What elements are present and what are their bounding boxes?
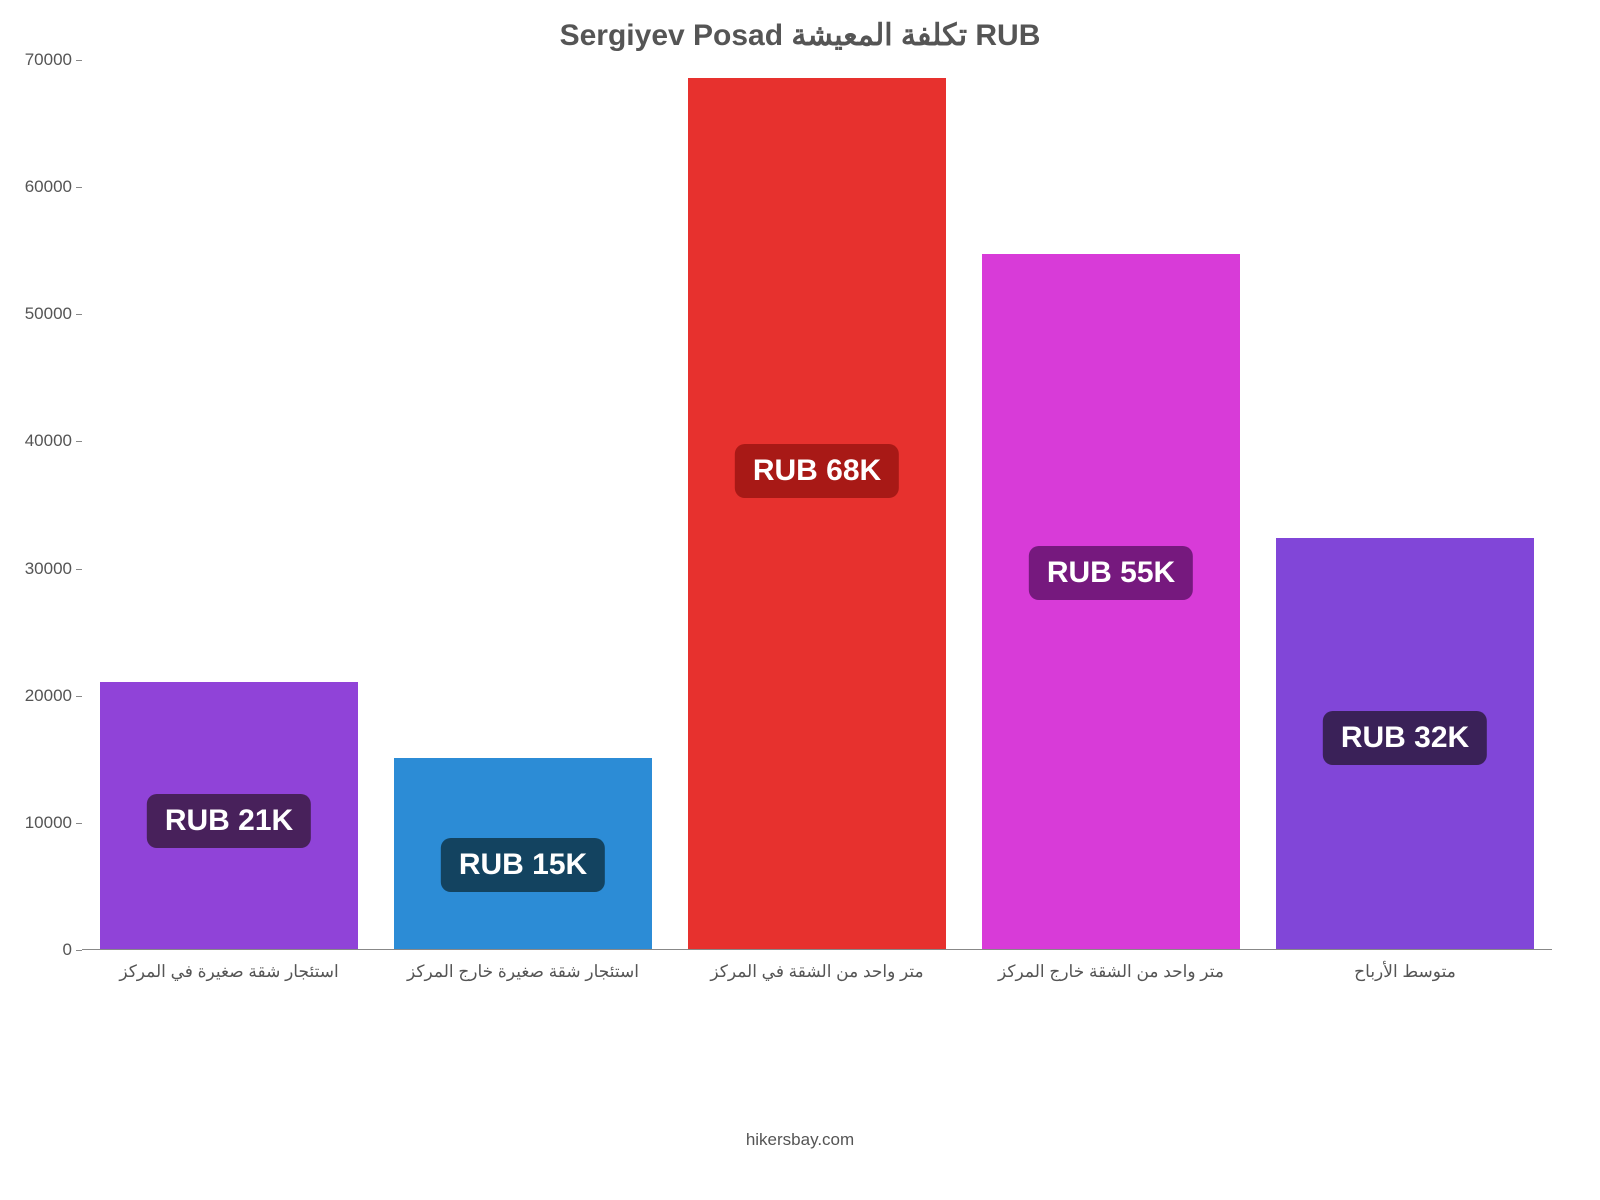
value-pill: RUB 21K [147, 794, 311, 848]
bars-row: RUB 21K RUB 15K RUB 68K RUB 55K RUB 32K [82, 60, 1552, 949]
bar: RUB 21K [100, 682, 359, 949]
x-axis-label: استئجار شقة صغيرة في المركز [82, 962, 376, 982]
x-axis-label: استئجار شقة صغيرة خارج المركز [376, 962, 670, 982]
y-tick-mark [76, 950, 82, 951]
bar: RUB 32K [1276, 538, 1535, 949]
bar-slot: RUB 15K [376, 60, 670, 949]
y-tick-mark [76, 314, 82, 315]
cost-of-living-chart: Sergiyev Posad تكلفة المعيشة RUB RUB 21K… [0, 0, 1600, 1200]
y-tick-mark [76, 187, 82, 188]
y-tick-mark [76, 823, 82, 824]
x-axis-label: متوسط الأرباح [1258, 962, 1552, 982]
x-axis-labels: استئجار شقة صغيرة في المركزاستئجار شقة ص… [82, 962, 1552, 982]
value-pill: RUB 68K [735, 444, 899, 498]
x-axis-label: متر واحد من الشقة في المركز [670, 962, 964, 982]
bar: RUB 15K [394, 758, 653, 949]
chart-title: Sergiyev Posad تكلفة المعيشة RUB [0, 18, 1600, 53]
bar: RUB 55K [982, 254, 1241, 949]
y-tick-label: 30000 [25, 559, 82, 579]
bar-slot: RUB 32K [1258, 60, 1552, 949]
y-tick-label: 20000 [25, 686, 82, 706]
y-tick-mark [76, 441, 82, 442]
x-axis-label: متر واحد من الشقة خارج المركز [964, 962, 1258, 982]
bar-slot: RUB 68K [670, 60, 964, 949]
bar-slot: RUB 55K [964, 60, 1258, 949]
y-tick-mark [76, 569, 82, 570]
y-tick-label: 10000 [25, 813, 82, 833]
value-pill: RUB 55K [1029, 546, 1193, 600]
plot-area: RUB 21KRUB 15KRUB 68KRUB 55KRUB 32K 0100… [82, 60, 1552, 950]
value-pill: RUB 32K [1323, 711, 1487, 765]
bar-slot: RUB 21K [82, 60, 376, 949]
value-pill: RUB 15K [441, 838, 605, 892]
y-tick-label: 60000 [25, 177, 82, 197]
y-tick-label: 70000 [25, 50, 82, 70]
y-tick-label: 40000 [25, 431, 82, 451]
y-tick-mark [76, 60, 82, 61]
y-tick-label: 50000 [25, 304, 82, 324]
bar: RUB 68K [688, 78, 947, 949]
y-tick-mark [76, 696, 82, 697]
footer-credit: hikersbay.com [0, 1130, 1600, 1150]
